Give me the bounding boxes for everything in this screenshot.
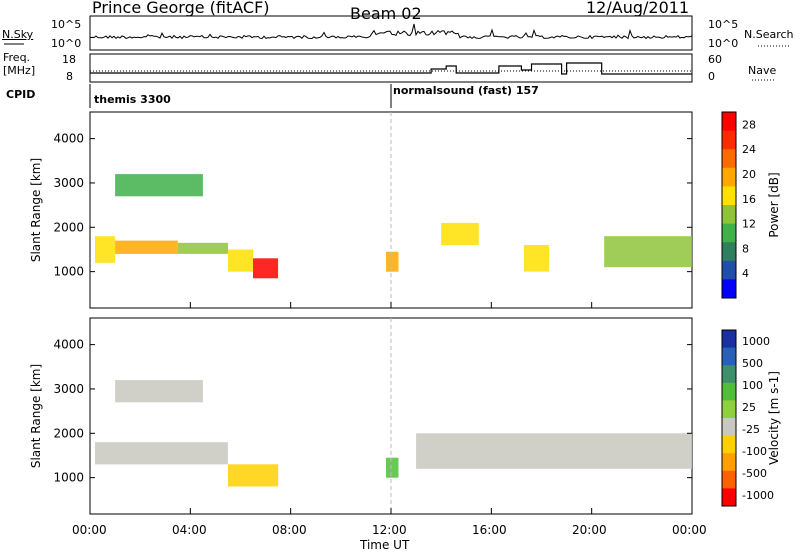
scatter-band-0-0 xyxy=(95,236,116,263)
scatter-band-1-3 xyxy=(386,457,399,478)
colorbar-tick-1-1: 500 xyxy=(742,357,763,370)
x-tick-3: 12:00 xyxy=(372,523,407,537)
power-panel xyxy=(95,174,692,279)
station-title: Prince George (fitACF) xyxy=(92,0,270,17)
nsky-trace xyxy=(89,23,693,40)
nsearch-tick-low: 10^0 xyxy=(708,37,739,50)
colorbar-label-1: Velocity [m s-1] xyxy=(767,371,781,465)
cpid-label: CPID xyxy=(6,88,36,101)
x-tick-6: 00:00 xyxy=(672,523,707,537)
scatter-band-1-4 xyxy=(416,433,692,469)
colorbar-segment-0-5 xyxy=(722,205,736,225)
date-title: 12/Aug/2011 xyxy=(586,0,690,17)
freq-label: Freq. xyxy=(3,51,31,64)
y-axis-label-1: Slant Range [km] xyxy=(29,364,43,468)
frequency-trace xyxy=(90,62,692,75)
colorbar-tick-0-2: 12 xyxy=(742,218,756,231)
nsky-panel-frame xyxy=(89,15,693,51)
velocity-panel xyxy=(95,380,692,487)
nsearch-tick-high: 10^5 xyxy=(708,18,739,31)
scatter-band-0-5 xyxy=(115,174,203,197)
colorbar-segment-0-7 xyxy=(722,242,736,262)
y-tick-label-0-1000: 1000 xyxy=(53,265,84,279)
freq-unit-label: [MHz] xyxy=(3,64,36,77)
colorbar-tick-0-3: 16 xyxy=(742,193,756,206)
colorbar-segment-0-9 xyxy=(722,279,736,299)
colorbar-tick-1-7: -1000 xyxy=(742,489,774,502)
y-tick-label-1-1000: 1000 xyxy=(53,471,84,485)
x-axis-label: Time UT xyxy=(360,538,410,552)
colorbar-segment-1-3 xyxy=(722,382,736,401)
colorbar-segment-1-0 xyxy=(722,330,736,349)
freq-tick-high: 18 xyxy=(62,53,76,66)
colorbar-segment-0-3 xyxy=(722,167,736,187)
y-tick-label-1-3000: 3000 xyxy=(53,382,84,396)
colorbar-tick-0-1: 8 xyxy=(742,242,749,255)
scatter-band-0-4 xyxy=(253,258,279,279)
cpid-segment-themis: themis 3300 xyxy=(94,93,171,106)
x-tick-1: 04:00 xyxy=(172,523,207,537)
colorbar-tick-0-0: 4 xyxy=(742,267,749,280)
colorbar-segment-1-6 xyxy=(722,435,736,454)
colorbar-tick-0-5: 24 xyxy=(742,143,756,156)
colorbar-tick-1-4: -25 xyxy=(742,423,760,436)
freq-tick-low: 8 xyxy=(66,70,73,83)
freq-panel-frame xyxy=(89,53,693,83)
scatter-band-0-6 xyxy=(386,251,399,272)
scatter-band-0-7 xyxy=(441,222,479,246)
scatter-band-1-0 xyxy=(95,442,228,465)
colorbar-segment-1-4 xyxy=(722,400,736,419)
cpid-segment-normalsound: normalsound (fast) 157 xyxy=(393,84,539,97)
y-tick-label-0-2000: 2000 xyxy=(53,220,84,234)
nave-tick-high: 60 xyxy=(708,53,722,66)
colorbar-tick-1-5: -100 xyxy=(742,445,767,458)
colorbar-tick-0-4: 20 xyxy=(742,168,756,181)
nsky-tick-low: 10^0 xyxy=(51,37,82,50)
y-axis-label-0: Slant Range [km] xyxy=(29,158,43,262)
colorbar-segment-0-4 xyxy=(722,186,736,206)
colorbar-segment-0-1 xyxy=(722,130,736,150)
colorbar-frame-0 xyxy=(721,111,737,299)
scatter-band-0-3 xyxy=(228,249,254,272)
nave-tick-low: 0 xyxy=(708,70,715,83)
colorbar-tick-0-6: 28 xyxy=(742,118,756,131)
nave-label: Nave xyxy=(748,64,777,77)
colorbar-frame-1 xyxy=(721,329,737,507)
scatter-band-0-8 xyxy=(523,245,549,272)
colorbar-segment-0-2 xyxy=(722,149,736,169)
colorbar-segment-1-2 xyxy=(722,365,736,384)
colorbar-segment-1-8 xyxy=(722,470,736,489)
nsky-tick-high: 10^5 xyxy=(51,18,82,31)
colorbar-tick-1-0: 1000 xyxy=(742,335,770,348)
scatter-band-0-1 xyxy=(115,240,178,254)
scatter-band-1-1 xyxy=(115,380,203,403)
y-tick-label-0-4000: 4000 xyxy=(53,132,84,146)
colorbar-segment-1-5 xyxy=(722,418,736,437)
scatter-band-0-2 xyxy=(177,242,228,254)
x-tick-0: 00:00 xyxy=(72,523,107,537)
y-tick-label-0-3000: 3000 xyxy=(53,176,84,190)
nsearch-label: N.Search xyxy=(744,28,794,41)
beam-title: Beam 02 xyxy=(350,4,422,23)
colorbar-segment-1-9 xyxy=(722,488,736,507)
scatter-band-1-2 xyxy=(228,464,279,487)
x-tick-4: 16:00 xyxy=(472,523,507,537)
y-tick-label-1-4000: 4000 xyxy=(53,338,84,352)
nsky-label: N.Sky xyxy=(2,28,34,41)
colorbar-segment-0-8 xyxy=(722,260,736,280)
colorbar-segment-1-1 xyxy=(722,347,736,366)
scatter-band-0-9 xyxy=(604,236,692,268)
y-tick-label-1-2000: 2000 xyxy=(53,426,84,440)
x-tick-2: 08:00 xyxy=(272,523,307,537)
colorbar-segment-0-6 xyxy=(722,223,736,243)
colorbar-segment-1-7 xyxy=(722,453,736,472)
colorbar-tick-1-3: 25 xyxy=(742,401,756,414)
colorbar-label-0: Power [dB] xyxy=(767,172,781,237)
colorbar-tick-1-2: 100 xyxy=(742,379,763,392)
x-tick-5: 20:00 xyxy=(572,523,607,537)
colorbar-segment-0-0 xyxy=(722,112,736,132)
colorbar-tick-1-6: -500 xyxy=(742,467,767,480)
